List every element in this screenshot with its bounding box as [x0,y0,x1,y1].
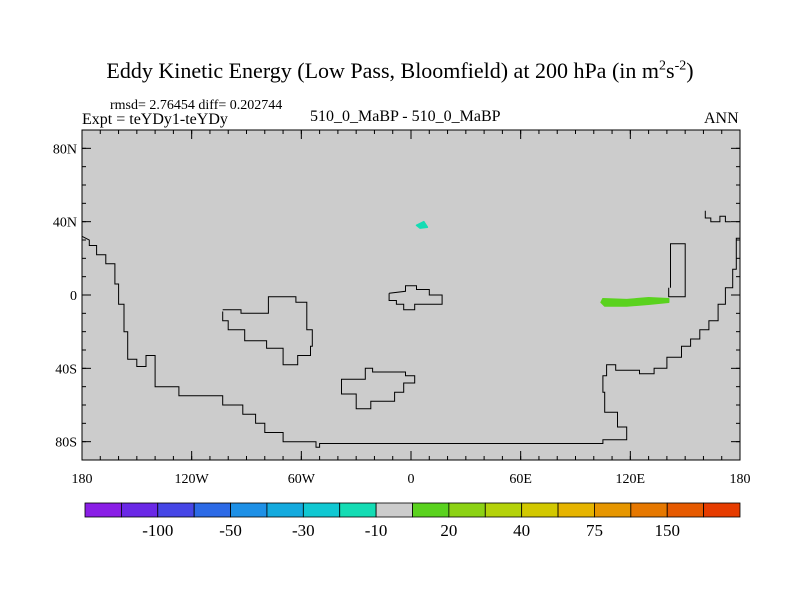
colorbar-label: 75 [586,521,603,540]
colorbar-box [557,502,595,518]
experiment-label: Expt = teYDy1-teYDy [82,111,228,128]
colorbar-label: -30 [292,521,315,540]
x-tick-label: 120E [616,472,646,487]
colorbar-box [302,502,341,518]
coastline-africa [222,296,313,366]
colorbar-box [666,502,705,518]
colorbar-label: -50 [219,521,242,540]
coastline-east-peninsula [668,243,686,298]
y-tick-label: 40S [55,362,77,377]
colorbar-box [230,502,268,518]
season-label: ANN [704,110,739,127]
y-tick-label: 80S [55,436,77,451]
case-label: 510_0_MaBP - 510_0_MaBP [310,108,501,125]
x-tick-label: 60E [509,472,532,487]
coastline-america [81,235,740,448]
colorbar-box [412,502,450,518]
cyan-negative-anomaly [415,220,429,229]
rmsd-label: rmsd= 2.76454 diff= 0.202744 [110,98,283,113]
x-tick-label: 180 [730,472,751,487]
plot-area [81,129,741,461]
colorbar-label: 40 [513,521,530,540]
green-positive-anomaly [600,297,670,307]
colorbar-box [157,502,195,518]
x-tick-label: 180 [72,472,93,487]
chart-title: Eddy Kinetic Energy (Low Pass, Bloomfiel… [106,58,694,83]
colorbar-label: 150 [654,521,680,540]
x-tick-label: 120W [175,472,210,487]
colorbar-box [375,502,413,518]
colorbar-box [630,502,668,518]
coastline-europe [388,285,443,311]
coastline-northeast [704,210,731,223]
coastline-south-island [341,367,416,410]
y-tick-label: 0 [70,289,77,304]
colorbar-box [484,502,523,518]
colorbar-box [120,502,159,518]
colorbar-box [266,502,304,518]
colorbar-label: -100 [142,521,173,540]
colorbar-box [594,502,632,518]
y-tick-label: 80N [53,142,77,157]
x-tick-label: 60W [288,472,316,487]
x-tick-label: 0 [408,472,415,487]
colorbar-box [448,502,486,518]
colorbar-box [339,502,377,518]
colorbar-label: 20 [440,521,457,540]
colorbar-box [193,502,231,518]
colorbar-label: -10 [365,521,388,540]
y-tick-label: 40N [53,216,77,231]
colorbar-box [703,502,741,518]
colorbar-box [84,502,122,518]
colorbar-box [521,502,559,518]
